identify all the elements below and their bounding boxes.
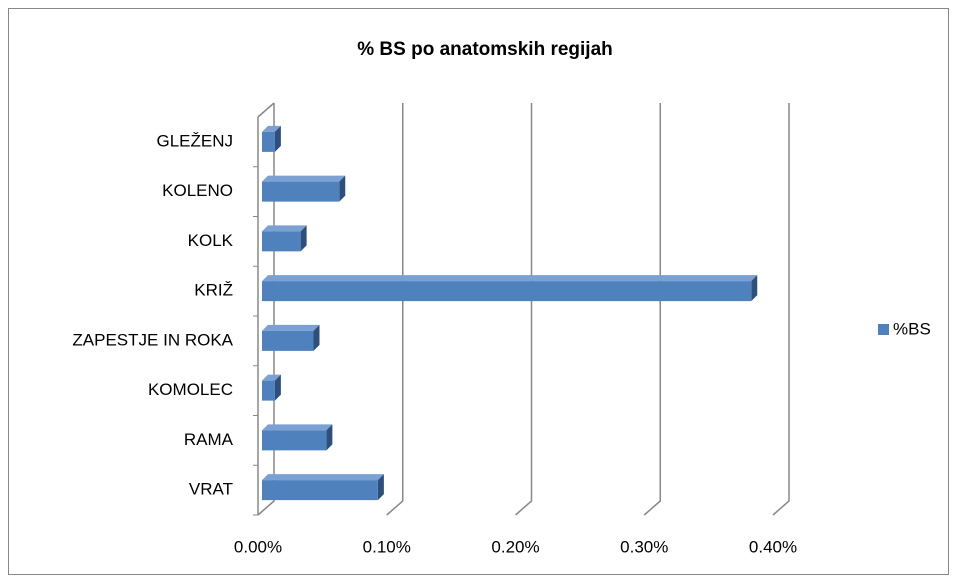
x-tick-label: 0.10%	[363, 537, 411, 556]
bar-face	[313, 324, 320, 351]
bar-face	[274, 374, 281, 401]
grid-line	[643, 103, 661, 516]
bar	[262, 424, 333, 451]
legend-swatch	[878, 324, 889, 335]
y-tick-label: KOLENO	[162, 181, 233, 200]
bar-face	[262, 430, 327, 451]
bar	[262, 225, 307, 252]
bar-face	[262, 131, 275, 152]
bar-face	[262, 374, 281, 381]
bar	[262, 474, 384, 501]
bar-face	[262, 125, 281, 132]
bar	[262, 275, 758, 302]
y-tick-label: KOLK	[188, 231, 234, 250]
y-tick-label: RAMA	[184, 430, 234, 449]
y-tick-label: ZAPESTJE IN ROKA	[72, 330, 233, 349]
bar-face	[339, 175, 346, 202]
bar-face	[262, 380, 275, 401]
bar-face	[262, 474, 384, 481]
y-tick-label: KRIŽ	[194, 281, 233, 300]
y-tick-label: GLEŽENJ	[156, 131, 233, 150]
bar-face	[262, 181, 340, 202]
bar	[262, 324, 320, 351]
bar-face	[262, 480, 378, 501]
bar-face	[262, 330, 314, 351]
legend-label: %BS	[893, 319, 931, 338]
bar-face	[262, 175, 346, 182]
bar	[262, 374, 281, 401]
y-tick-label: VRAT	[189, 480, 233, 499]
bar	[262, 175, 346, 202]
y-tick-label: KOMOLEC	[148, 380, 233, 399]
bar-face	[262, 231, 301, 252]
grid-line	[386, 103, 404, 516]
bar-face	[262, 424, 333, 431]
bar-face	[262, 275, 758, 282]
bar	[262, 125, 281, 152]
y-axis-depth	[257, 102, 275, 118]
x-tick-label: 0.20%	[491, 537, 539, 556]
bar-face	[274, 125, 281, 152]
x-tick-label: 0.30%	[620, 537, 668, 556]
x-tick-label: 0.40%	[749, 537, 797, 556]
grid-line	[515, 103, 533, 516]
bar-face	[262, 324, 320, 331]
bar-face	[377, 474, 384, 501]
bar-face	[262, 281, 752, 302]
bar-face	[300, 225, 307, 252]
grid-line	[772, 103, 790, 516]
bar-face	[751, 275, 758, 302]
chart-title: % BS po anatomskih regijah	[357, 39, 613, 60]
x-tick-label: 0.00%	[234, 537, 282, 556]
bar-face	[326, 424, 333, 451]
bar-face	[262, 225, 307, 232]
